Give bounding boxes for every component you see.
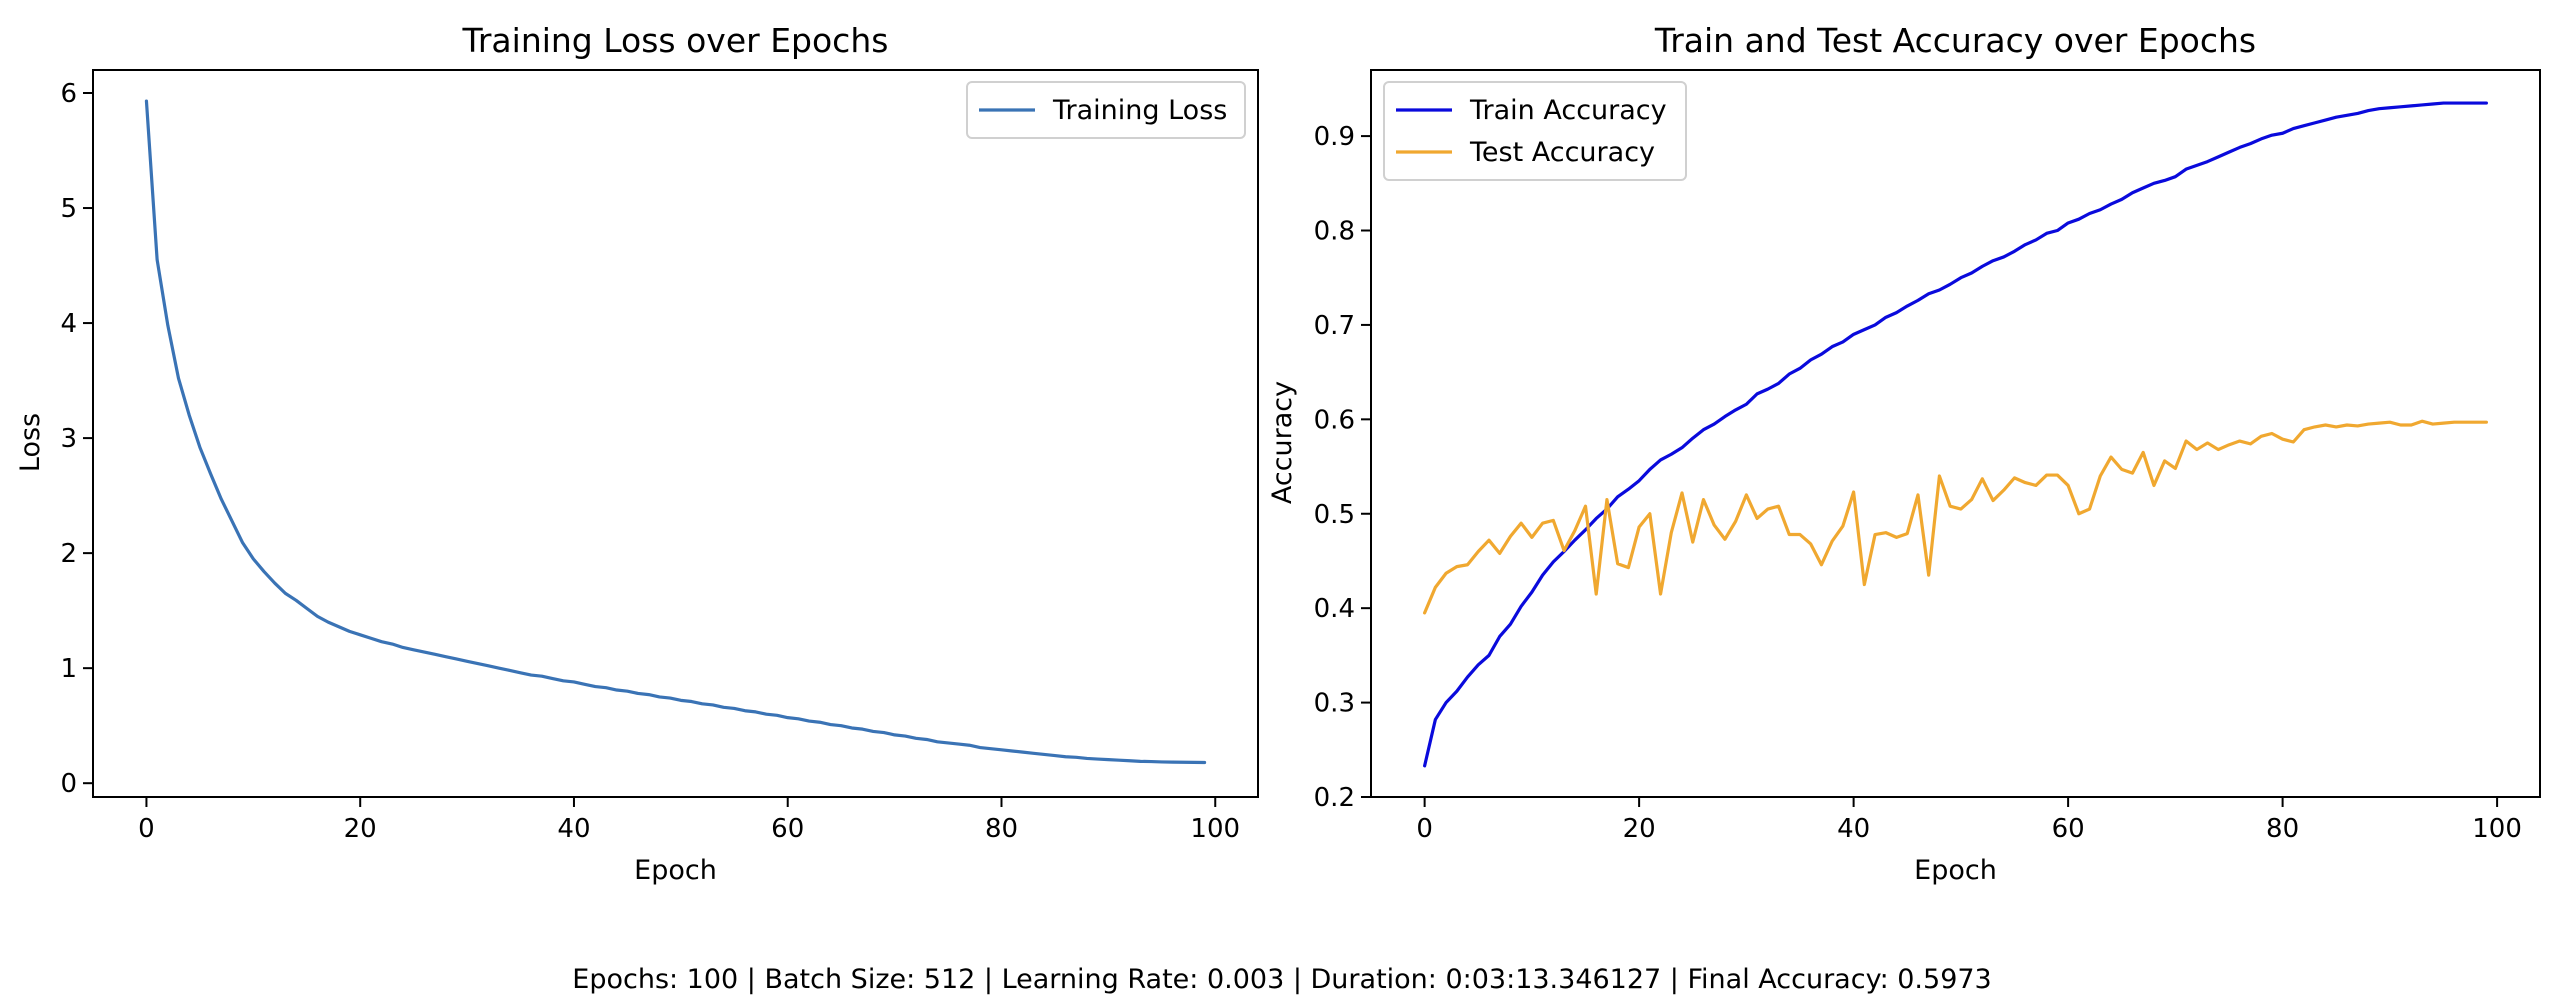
x-tick-label: 20	[1623, 814, 1656, 844]
y-tick-label: 0	[60, 769, 77, 799]
y-tick-label: 0.2	[1314, 783, 1355, 813]
y-tick-label: 1	[60, 654, 77, 684]
y-tick-label: 0.5	[1314, 500, 1355, 530]
y-tick-label: 0.7	[1314, 311, 1355, 341]
y-tick-label: 0.6	[1314, 405, 1355, 435]
y-tick-label: 5	[60, 194, 77, 224]
x-tick-label: 80	[2266, 814, 2299, 844]
x-tick-label: 40	[557, 814, 590, 844]
loss-chart: 0 20 40 60 80 100 0 1 2 3 4 5 6 Training Loss over Ep…	[15, 21, 1259, 886]
legend-box	[1383, 81, 1687, 181]
legend-box	[966, 81, 1246, 139]
x-tick-label: 60	[771, 814, 804, 844]
y-tick-label: 2	[60, 539, 77, 569]
y-tick-label: 0.4	[1314, 594, 1355, 624]
x-axis-label: Epoch	[1914, 855, 1997, 886]
chart-title: Train and Test Accuracy over Epochs	[1654, 21, 2256, 60]
x-tick-label: 40	[1837, 814, 1870, 844]
y-tick-label: 0.8	[1314, 217, 1355, 247]
y-axis-label: Loss	[15, 413, 46, 472]
accuracy-chart: 0 20 40 60 80 100 0.2 0.3 0.4 0.5 0.6 0.7 0.8 0.9 Trai…	[1267, 21, 2541, 886]
y-tick-label: 0.3	[1314, 689, 1355, 719]
legend-label: Test Accuracy	[1469, 137, 1655, 168]
legend-label: Training Loss	[1052, 95, 1227, 126]
x-tick-label: 60	[2052, 814, 2085, 844]
x-tick-label: 80	[985, 814, 1018, 844]
plot-frame	[92, 69, 1259, 798]
x-tick-label: 0	[138, 814, 155, 844]
x-tick-label: 0	[1416, 814, 1433, 844]
chart-title: Training Loss over Epochs	[462, 21, 889, 60]
y-axis-label: Accuracy	[1267, 381, 1298, 504]
series-line-test-accuracy	[1423, 419, 2488, 615]
legend: Train Accuracy Test Accuracy	[1383, 81, 1687, 181]
x-tick-label: 100	[2472, 814, 2522, 844]
y-tick-label: 3	[60, 424, 77, 454]
plot-frame	[1370, 69, 2541, 798]
legend: Training Loss	[966, 81, 1246, 139]
series-line-train-accuracy	[1423, 101, 2488, 768]
y-tick-label: 4	[60, 309, 77, 339]
x-tick-label: 20	[344, 814, 377, 844]
x-tick-label: 100	[1190, 814, 1240, 844]
y-tick-label: 6	[60, 79, 77, 109]
series-line-training-loss	[144, 99, 1207, 765]
y-tick-label: 0.9	[1314, 122, 1355, 152]
run-summary: Epochs: 100 | Batch Size: 512 | Learning…	[572, 964, 1991, 995]
legend-label: Train Accuracy	[1469, 95, 1667, 126]
x-axis-label: Epoch	[634, 855, 717, 886]
